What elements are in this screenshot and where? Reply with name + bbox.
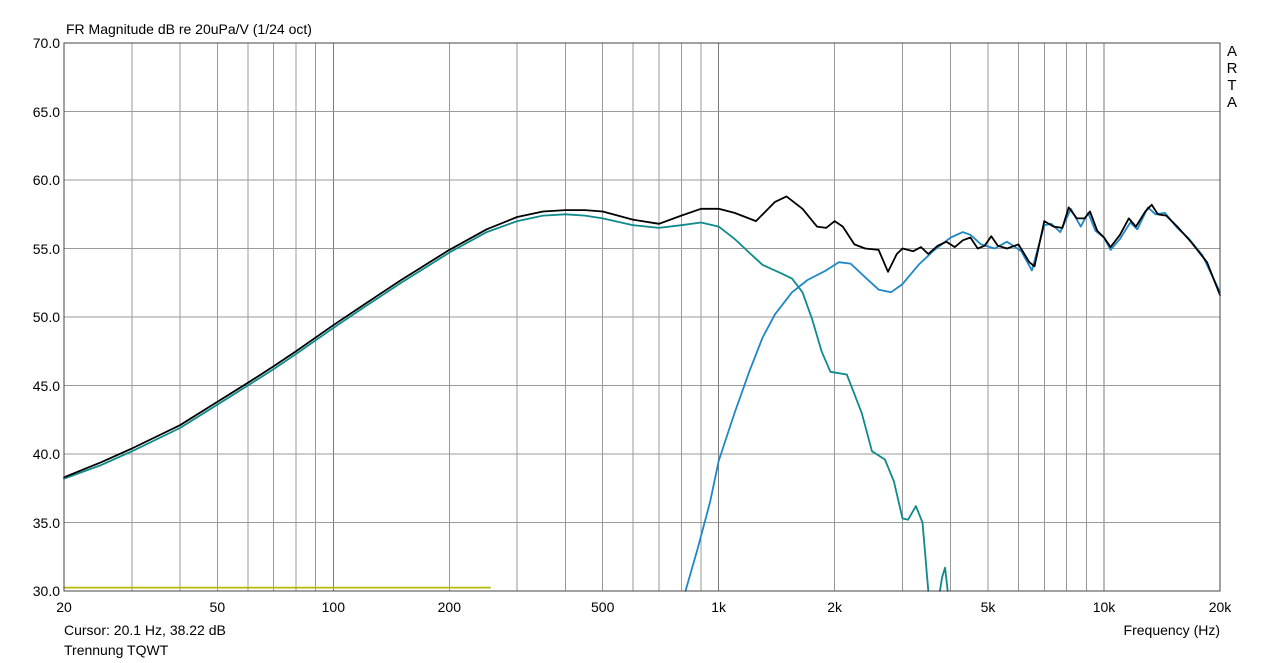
brand-letter: A [1226,43,1237,60]
grid [64,43,1220,591]
y-tick-label: 45.0 [32,377,60,394]
x-tick-label: 500 [590,599,615,615]
y-tick-label: 50.0 [32,309,60,325]
chart-subtitle: Trennung TQWT [64,642,169,658]
series-line [63,213,930,592]
series-line [939,566,949,592]
y-tick-label: 35.0 [32,514,60,531]
brand-letter: R [1226,60,1238,77]
y-tick-label: 65.0 [32,103,60,120]
x-tick-label: 50 [209,599,226,615]
x-tick-label: 5k [980,599,996,615]
x-tick-label: 2k [827,599,843,615]
series-line [63,195,1221,479]
brand-letter: T [1227,77,1237,94]
cursor-readout: Cursor: 20.1 Hz, 38.22 dB [64,622,226,638]
x-tick-label: 10k [1092,599,1116,615]
chart-title: FR Magnitude dB re 20uPa/V (1/24 oct) [66,21,312,37]
brand-letter: A [1226,94,1237,111]
y-tick-label: 70.0 [32,35,60,51]
y-tick-label: 30.0 [32,583,60,599]
arta-brand: A R T A [1225,43,1239,111]
x-tick-label: 20 [56,599,72,615]
x-tick-label: 200 [437,599,462,615]
x-tick-label: 20k [1208,599,1232,615]
x-tick-label: 1k [711,599,727,615]
y-tick-label: 55.0 [32,240,60,257]
y-tick-label: 40.0 [32,446,60,462]
series-group [63,195,1221,592]
plot-frame [63,42,1221,592]
series-line [684,206,1221,592]
x-tick-label: 100 [321,599,346,615]
y-tick-label: 60.0 [32,172,60,188]
x-axis-title: Frequency (Hz) [1123,622,1220,638]
